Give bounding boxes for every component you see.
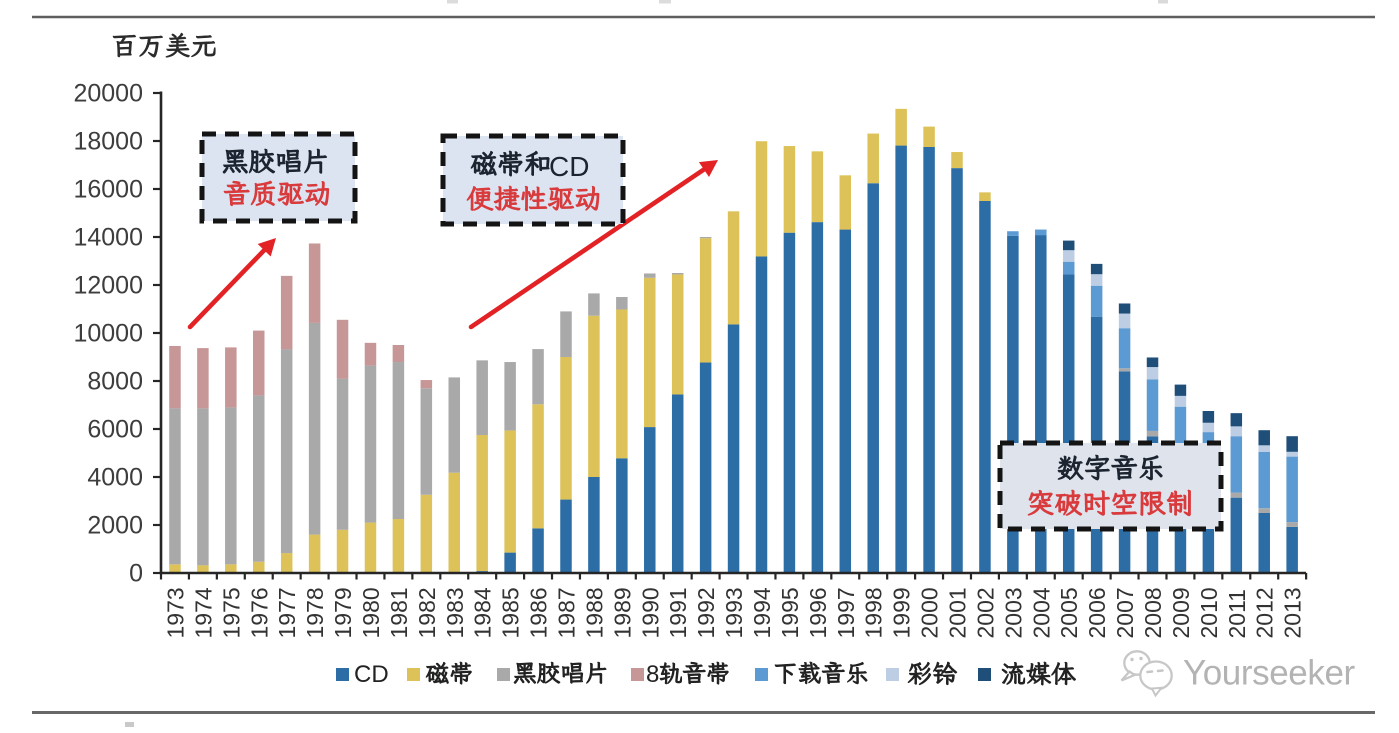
svg-text:1998: 1998 bbox=[861, 587, 887, 638]
svg-text:18000: 18000 bbox=[73, 128, 143, 156]
svg-text:8: 8 bbox=[646, 661, 659, 688]
svg-text:1999: 1999 bbox=[889, 587, 915, 638]
svg-text:1996: 1996 bbox=[805, 587, 831, 638]
svg-text:20000: 20000 bbox=[73, 80, 143, 108]
svg-text:2002: 2002 bbox=[972, 587, 998, 638]
svg-text:1989: 1989 bbox=[609, 587, 635, 638]
svg-text:1993: 1993 bbox=[721, 587, 747, 638]
svg-text:2007: 2007 bbox=[1112, 587, 1138, 638]
svg-text:16000: 16000 bbox=[73, 176, 143, 204]
svg-text:2000: 2000 bbox=[917, 587, 943, 638]
svg-text:1997: 1997 bbox=[833, 587, 859, 638]
svg-text:2012: 2012 bbox=[1252, 587, 1278, 638]
svg-text:14000: 14000 bbox=[73, 224, 143, 252]
svg-text:0: 0 bbox=[129, 560, 143, 588]
svg-text:1987: 1987 bbox=[553, 587, 579, 638]
svg-text:1974: 1974 bbox=[190, 587, 216, 638]
svg-text:1982: 1982 bbox=[414, 587, 440, 638]
svg-text:1994: 1994 bbox=[749, 587, 775, 638]
svg-text:CD: CD bbox=[549, 151, 589, 182]
svg-text:1995: 1995 bbox=[777, 587, 803, 638]
svg-text:2001: 2001 bbox=[945, 587, 971, 638]
svg-text:1973: 1973 bbox=[162, 587, 188, 638]
svg-text:1988: 1988 bbox=[581, 587, 607, 638]
svg-text:1980: 1980 bbox=[358, 587, 384, 638]
svg-text:4000: 4000 bbox=[87, 464, 143, 492]
svg-text:1984: 1984 bbox=[470, 587, 496, 638]
svg-text:10000: 10000 bbox=[73, 320, 143, 348]
svg-text:6000: 6000 bbox=[87, 416, 143, 444]
svg-text:12000: 12000 bbox=[73, 272, 143, 300]
svg-text:1986: 1986 bbox=[526, 587, 552, 638]
svg-text:2009: 2009 bbox=[1168, 587, 1194, 638]
svg-text:Yourseeker: Yourseeker bbox=[1183, 654, 1356, 693]
svg-text:1977: 1977 bbox=[274, 587, 300, 638]
svg-text:2004: 2004 bbox=[1028, 587, 1054, 638]
svg-text:2000: 2000 bbox=[87, 512, 143, 540]
svg-text:CD: CD bbox=[354, 661, 389, 688]
svg-text:2010: 2010 bbox=[1196, 587, 1222, 638]
svg-text:2006: 2006 bbox=[1084, 587, 1110, 638]
svg-text:1985: 1985 bbox=[498, 587, 524, 638]
svg-text:1979: 1979 bbox=[330, 587, 356, 638]
svg-text:1990: 1990 bbox=[637, 587, 663, 638]
svg-text:2011: 2011 bbox=[1224, 589, 1250, 638]
svg-text:1975: 1975 bbox=[218, 587, 244, 638]
svg-text:2003: 2003 bbox=[1000, 587, 1026, 638]
svg-text:1976: 1976 bbox=[246, 587, 272, 638]
svg-text:1992: 1992 bbox=[693, 587, 719, 638]
svg-text:8000: 8000 bbox=[87, 368, 143, 396]
svg-text:2013: 2013 bbox=[1280, 587, 1306, 638]
svg-text:1981: 1981 bbox=[386, 587, 412, 638]
svg-text:1991: 1991 bbox=[665, 587, 691, 638]
svg-text:1978: 1978 bbox=[302, 587, 328, 638]
svg-text:2008: 2008 bbox=[1140, 587, 1166, 638]
svg-text:2005: 2005 bbox=[1056, 587, 1082, 638]
svg-text:1983: 1983 bbox=[442, 587, 468, 638]
